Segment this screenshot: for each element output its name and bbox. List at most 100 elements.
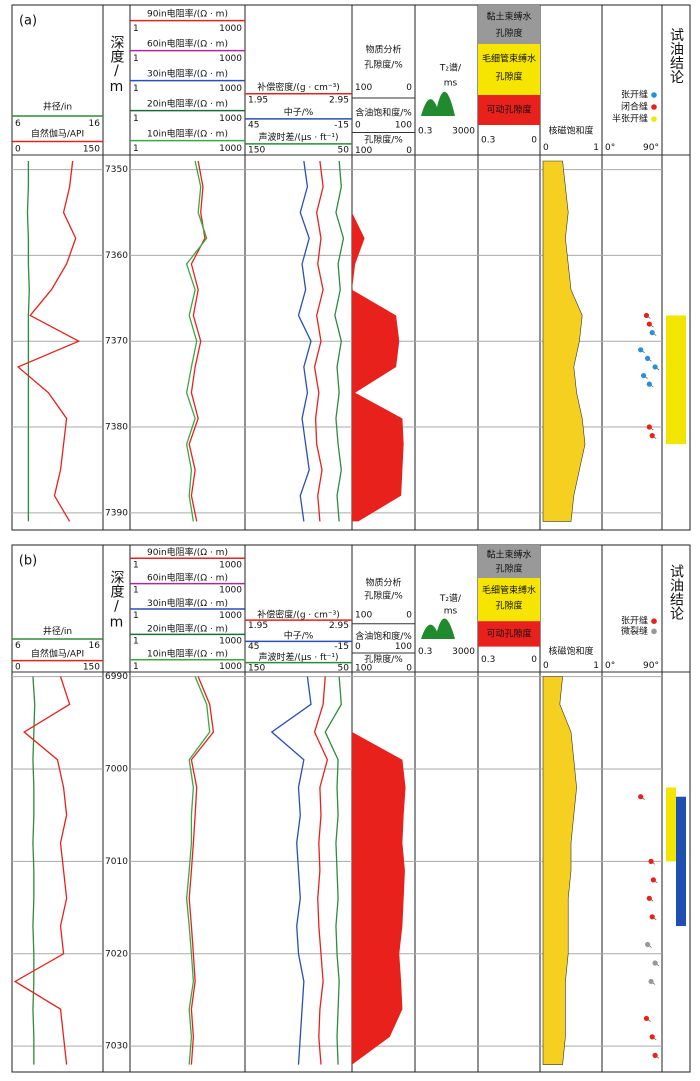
test-interval <box>676 796 686 927</box>
oil-saturation-area <box>352 161 404 522</box>
label: 孔隙度/% <box>364 59 403 71</box>
resistivity-curve <box>188 160 206 522</box>
depth-tick-label: 7020 <box>105 949 128 959</box>
scale-label: 1 <box>133 611 139 621</box>
gr-curve <box>13 676 71 1065</box>
scale-label: 50 <box>338 146 350 156</box>
scale-label: 1 <box>133 586 139 596</box>
oil-saturation-area <box>352 676 406 1065</box>
legend-label: 闭合缝 <box>621 101 648 113</box>
fracture-point <box>649 433 655 439</box>
conclusion-title: 试油结论 <box>668 564 684 620</box>
scale-label: 0 <box>531 136 537 146</box>
fracture-point <box>646 424 652 430</box>
scale-label: 0 <box>355 121 361 131</box>
depth-tick-label: 7390 <box>105 508 128 518</box>
legend-marker <box>651 618 657 624</box>
label: 补偿密度/(g · cm⁻³) <box>257 81 339 93</box>
label: 90in电阻率/(Ω · m) <box>147 8 228 20</box>
scale-label: 0 <box>15 145 21 155</box>
scale-label: 1000 <box>219 114 242 124</box>
fracture-point <box>650 877 656 883</box>
scale-label: 1 <box>593 661 599 671</box>
fracture-point <box>652 1052 658 1058</box>
depth-tick-label: 7000 <box>105 764 128 774</box>
panel-frame <box>11 544 691 1073</box>
t2-icon <box>421 618 455 639</box>
label: 中子/% <box>284 106 314 118</box>
label: 孔隙度 <box>495 27 522 39</box>
fracture-point <box>649 1034 655 1040</box>
resistivity-curve <box>185 676 211 1065</box>
label: 20in电阻率/(Ω · m) <box>147 622 228 634</box>
legend-label: 微裂缝 <box>621 625 648 637</box>
porosity-curve <box>270 676 312 1065</box>
label: 90in电阻率/(Ω · m) <box>147 546 228 558</box>
fracture-point <box>638 794 644 800</box>
scale-label: 1 <box>133 637 139 647</box>
scale-label: 3000 <box>452 647 475 657</box>
label: ms <box>444 607 458 617</box>
scale-label: 0.3 <box>481 136 495 146</box>
scale-label: 1000 <box>219 611 242 621</box>
scale-label: 0 <box>406 610 412 620</box>
movable-box <box>478 95 540 125</box>
label: 孔隙度 <box>495 563 522 575</box>
scale-label: 0° <box>605 143 615 153</box>
scale-label: 0.3 <box>481 655 495 665</box>
legend-marker <box>651 92 657 98</box>
label: T₂谱/ <box>439 62 462 74</box>
depth-tick-label: 7350 <box>105 165 128 175</box>
scale-label: 100 <box>355 83 372 93</box>
legend-marker <box>651 104 657 110</box>
scale-label: 0 <box>15 662 21 672</box>
label: 核磁饱和度 <box>548 645 593 657</box>
scale-label: 0 <box>406 664 412 674</box>
label: 10in电阻率/(Ω · m) <box>147 128 228 140</box>
porosity-curve <box>324 676 342 1065</box>
panel-label: (a) <box>19 14 37 29</box>
scale-label: 1 <box>133 24 139 34</box>
label: 含油饱和度/% <box>355 107 412 119</box>
fracture-point <box>645 355 651 361</box>
scale-label: 100 <box>355 664 372 674</box>
label: 井径/in <box>43 101 72 113</box>
scale-label: 1.95 <box>248 621 268 631</box>
porosity-curve <box>313 676 329 1065</box>
fracture-point <box>646 321 652 327</box>
scale-label: 2.95 <box>329 96 349 106</box>
capillary-box <box>478 44 540 95</box>
panel-label: (b) <box>19 554 37 569</box>
depth-tick-label: 7010 <box>105 857 128 867</box>
capillary-box <box>478 578 540 622</box>
fracture-point <box>640 372 647 379</box>
resistivity-curve <box>185 160 208 522</box>
conclusion-title: 试油结论 <box>668 28 684 84</box>
label: 自然伽马/API <box>31 128 84 140</box>
label: 中子/% <box>284 630 314 642</box>
scale-label: 1 <box>133 662 139 672</box>
depth-tick-label: 6990 <box>105 672 128 682</box>
scale-label: 1000 <box>219 637 242 647</box>
label: 20in电阻率/(Ω · m) <box>147 98 228 110</box>
label: 30in电阻率/(Ω · m) <box>147 68 228 80</box>
scale-label: 1000 <box>219 24 242 34</box>
nmr-saturation-area <box>542 676 577 1065</box>
label: 声波时差/(μs · ft⁻¹) <box>259 131 339 143</box>
scale-label: 0 <box>543 661 549 671</box>
clay-box <box>478 5 540 44</box>
scale-label: 100 <box>355 146 372 156</box>
legend-label: 张开缝 <box>621 89 648 101</box>
scale-label: 100 <box>395 642 412 652</box>
panel-frame <box>11 4 691 531</box>
fracture-point <box>643 312 650 319</box>
test-interval <box>666 787 676 862</box>
scale-label: 1 <box>133 54 139 64</box>
label: 60in电阻率/(Ω · m) <box>147 38 228 50</box>
caliper-curve <box>32 676 36 1065</box>
fracture-point <box>648 858 654 864</box>
label: 毛细管束缚水 <box>482 584 536 596</box>
depth-tick-label: 7030 <box>105 1042 128 1052</box>
scale-label: 1 <box>133 114 139 124</box>
